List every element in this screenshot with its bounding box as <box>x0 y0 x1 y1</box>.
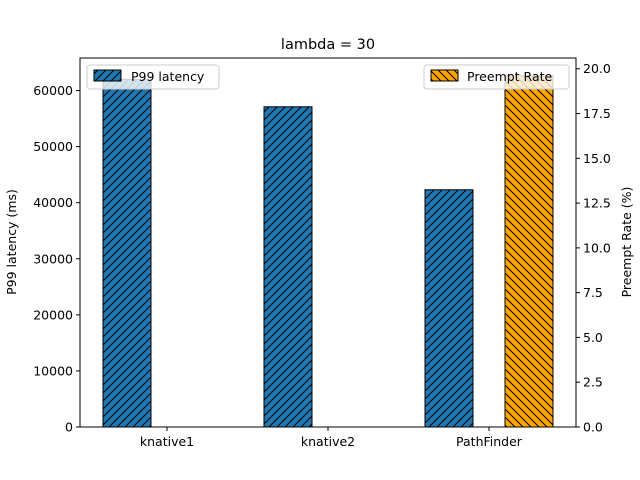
x-tick-label: knative2 <box>301 434 355 449</box>
y-tick-label: 40000 <box>33 195 73 210</box>
legend-label-p99: P99 latency <box>131 69 205 84</box>
bar-p99-knative2 <box>263 106 313 428</box>
y2-axis-label: Preempt Rate (%) <box>619 187 634 298</box>
y-tick-label: 0 <box>65 420 73 435</box>
x-tick-label: PathFinder <box>456 434 523 449</box>
y2-tick-label: 12.5 <box>583 196 611 211</box>
y2-tick-label: 10.0 <box>583 240 611 255</box>
y2-tick-label: 17.5 <box>583 106 611 121</box>
x-tick-label: knative1 <box>140 434 194 449</box>
plot-frame <box>79 57 577 428</box>
bars-layer <box>102 75 554 428</box>
bar-p99-pathfinder <box>424 189 474 428</box>
y2-tick-label: 5.0 <box>583 330 603 345</box>
legend-right: Preempt Rate <box>423 64 570 90</box>
y2-tick-label: 2.5 <box>583 375 603 390</box>
y-axis-right: 0.0 2.5 5.0 7.5 10.0 12.5 15.0 17.5 20.0 <box>576 61 611 435</box>
y-tick-label: 10000 <box>33 363 73 378</box>
y2-tick-label: 15.0 <box>583 151 611 166</box>
bar-p99-knative1 <box>102 78 152 428</box>
y-tick-label: 30000 <box>33 251 73 266</box>
y2-tick-label: 20.0 <box>583 61 611 76</box>
y-tick-label: 60000 <box>33 83 73 98</box>
y-tick-label: 20000 <box>33 307 73 322</box>
y-tick-label: 50000 <box>33 139 73 154</box>
chart-title: lambda = 30 <box>281 37 375 53</box>
legend-left: P99 latency <box>86 64 220 90</box>
x-axis: knative1 knative2 PathFinder <box>140 427 523 449</box>
y-axis-label: P99 latency (ms) <box>4 189 19 295</box>
bar-preempt-pathfinder <box>504 75 554 428</box>
y2-tick-label: 7.5 <box>583 285 603 300</box>
legend-label-preempt: Preempt Rate <box>467 69 553 84</box>
y-axis-left: 0 10000 20000 30000 40000 50000 60000 <box>33 83 80 435</box>
y2-tick-label: 0.0 <box>583 420 603 435</box>
